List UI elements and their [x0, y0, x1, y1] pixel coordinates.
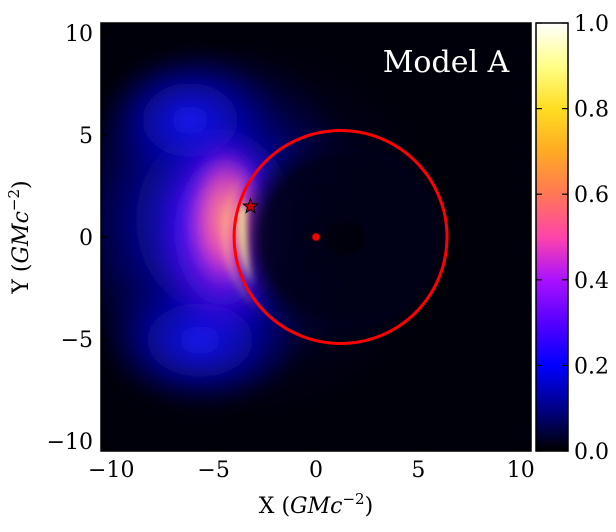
colorbar-tick-label: 0.2 [574, 354, 609, 379]
colorbar-tick-label: 0.8 [574, 98, 609, 123]
y-axis-label: Y (GMc−2) [5, 180, 34, 294]
colorbar: 0.0 0.2 0.4 0.6 0.8 1.0 [535, 12, 609, 465]
heatmap-shadow [235, 132, 455, 344]
colorbar-tick-label: 0.0 [574, 440, 609, 465]
star-marker [242, 197, 259, 214]
overlays [232, 129, 449, 345]
y-tick-label: −5 [61, 328, 93, 353]
y-tick-label: 5 [79, 124, 93, 149]
model-label: Model A [383, 45, 510, 80]
x-tick-label: −10 [88, 458, 134, 483]
x-tick-label: 10 [507, 458, 535, 483]
y-axis: −10 −5 0 5 10 [47, 22, 531, 455]
y-tick-label: 10 [65, 22, 93, 47]
x-tick-label: −5 [197, 458, 229, 483]
x-axis: −10 −5 0 5 10 [88, 23, 535, 483]
colorbar-tick-label: 0.4 [574, 269, 609, 294]
photon-ring-circle [232, 129, 449, 345]
center-marker [311, 232, 321, 242]
y-tick-label: −10 [47, 430, 93, 455]
x-tick-label: 0 [309, 458, 323, 483]
x-axis-label: X (GMc−2) [259, 490, 373, 519]
colorbar-ticks: 0.0 0.2 0.4 0.6 0.8 1.0 [536, 12, 609, 465]
heatmap-image [101, 23, 531, 451]
colorbar-tick-label: 1.0 [574, 12, 609, 37]
x-tick-label: 5 [411, 458, 425, 483]
colorbar-tick-label: 0.6 [574, 183, 609, 208]
heatmap-crescent-core [238, 205, 252, 285]
y-tick-label: 0 [79, 226, 93, 251]
colorbar-gradient [535, 22, 569, 452]
